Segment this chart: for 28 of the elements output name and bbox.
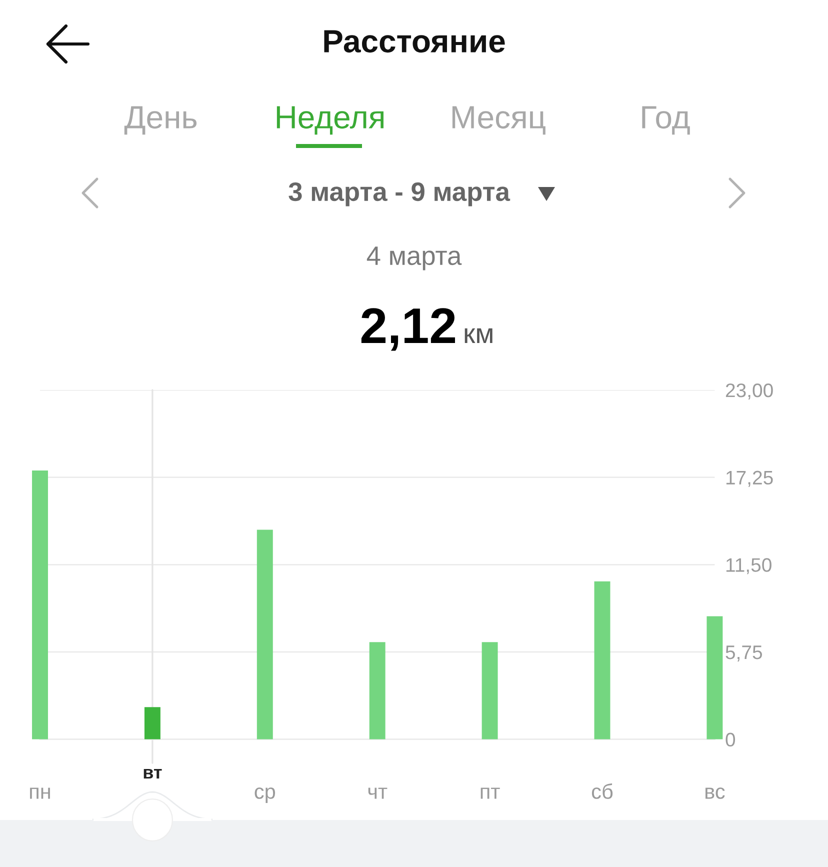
bar bbox=[706, 616, 723, 740]
y-tick-label: 5,75 bbox=[726, 646, 762, 662]
y-tick-label: 11,50 bbox=[726, 558, 772, 574]
y-tick-label: 23,00 bbox=[726, 383, 773, 400]
bar bbox=[32, 470, 48, 740]
bar bbox=[482, 642, 498, 740]
x-tick-label: пн bbox=[30, 788, 50, 799]
text: Месяц bbox=[452, 106, 546, 135]
bar bbox=[369, 642, 386, 740]
x-tick-label: ср bbox=[254, 787, 276, 804]
text: Год bbox=[642, 106, 690, 135]
chart-subtitle: 3 марта - 9 марта bbox=[288, 182, 510, 206]
bar bbox=[144, 707, 160, 740]
bar bbox=[594, 581, 610, 740]
bar bbox=[256, 530, 273, 740]
x-tick-label: вт bbox=[144, 768, 162, 778]
text: Неделя bbox=[276, 106, 384, 135]
x-tick-label: сб bbox=[592, 783, 613, 799]
x-tick-label: пт bbox=[480, 788, 500, 799]
text: 2,12 bbox=[361, 308, 456, 351]
y-tick-label: 17,25 bbox=[726, 470, 773, 487]
text: км bbox=[464, 328, 492, 343]
chart-title: Расстояние bbox=[324, 30, 505, 53]
text: 4 марта bbox=[366, 246, 462, 270]
y-tick-label: 0 bbox=[726, 732, 736, 747]
x-tick-label: чт bbox=[368, 788, 388, 799]
text: День bbox=[124, 106, 197, 135]
x-tick-label: вс bbox=[706, 787, 725, 799]
